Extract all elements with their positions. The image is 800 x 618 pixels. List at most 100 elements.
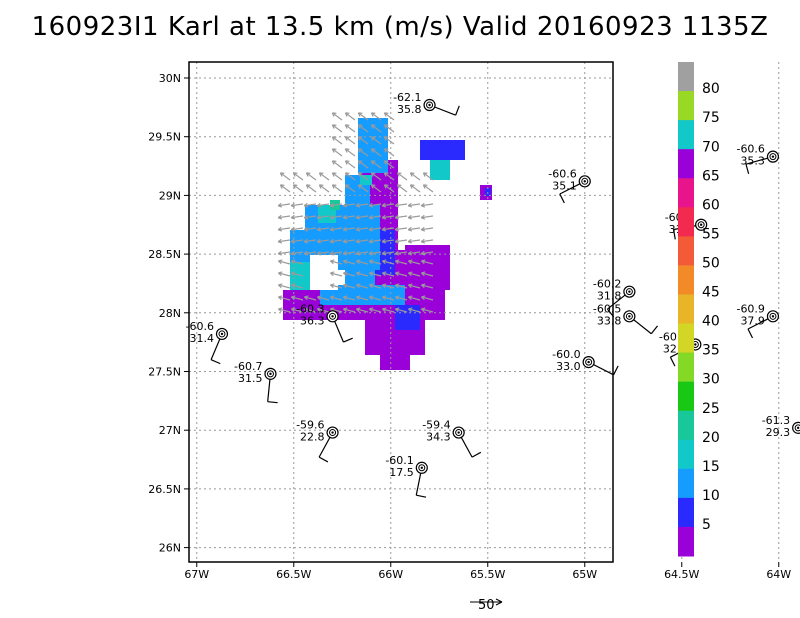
wind-vector-arrow-icon xyxy=(394,214,408,220)
wind-vector-arrow-icon xyxy=(368,271,382,277)
station-dewpoint: 33.0 xyxy=(556,360,581,373)
station-dewpoint: 31.8 xyxy=(597,290,622,303)
wind-vector-arrow-icon xyxy=(342,202,356,208)
wind-vector-arrow-icon xyxy=(422,184,434,193)
wind-vector-arrow-icon xyxy=(344,184,356,193)
wind-vector-arrow-icon xyxy=(394,283,408,289)
wind-vector-arrow-icon xyxy=(344,172,356,181)
wind-vector-arrow-icon xyxy=(316,214,330,220)
wind-vector-arrow-icon xyxy=(355,214,369,220)
wind-vector-arrow-icon xyxy=(316,202,330,208)
wind-vector-arrow-icon xyxy=(342,307,356,313)
wind-vector-arrow-icon xyxy=(394,202,408,208)
lat-tick-label: 28.5N xyxy=(148,248,181,261)
arrow-head-icon xyxy=(495,598,503,606)
wind-vector-arrow-icon xyxy=(368,283,382,289)
wind-vector-arrow-icon xyxy=(316,250,330,256)
wind-vector-arrow-icon xyxy=(409,184,421,193)
wind-vector-arrow-icon xyxy=(316,238,330,244)
wind-vector-arrow-icon xyxy=(344,124,356,133)
station-circle-icon xyxy=(582,356,595,369)
station-circle-icon xyxy=(623,285,636,298)
station-circle-icon xyxy=(766,310,780,323)
colorbar-label: 80 xyxy=(702,81,720,97)
station-dewpoint: 33.8 xyxy=(597,314,622,327)
wind-vector-arrow-icon xyxy=(318,172,330,181)
wind-vector-arrow-icon xyxy=(303,226,317,232)
plot-frame xyxy=(188,61,614,563)
wind-vector-arrow-icon xyxy=(357,172,369,181)
wind-vector-arrow-icon xyxy=(368,226,382,232)
station-plot: -59.434.3 xyxy=(422,419,482,458)
colorbar-swatch xyxy=(678,439,694,470)
station-dewpoint: 31.5 xyxy=(238,372,263,385)
wind-vector-arrow-icon xyxy=(383,172,395,181)
lat-tick-label: 27N xyxy=(159,424,181,437)
wind-vector-arrow-icon xyxy=(368,214,382,220)
colorbar-label: 70 xyxy=(702,139,720,155)
station-temp: -62.1 xyxy=(393,91,421,104)
wind-vector-arrow-icon xyxy=(331,184,343,193)
wind-vector-arrow-icon xyxy=(381,226,395,232)
wind-vector-arrow-icon xyxy=(277,226,291,232)
wind-vector-arrow-icon xyxy=(357,112,369,121)
map-title: 160923I1 Karl at 13.5 km (m/s) Valid 201… xyxy=(31,12,769,42)
wind-vector-arrow-icon xyxy=(331,112,343,121)
wind-vector-arrow-icon xyxy=(420,295,434,301)
wind-vector-arrow-icon xyxy=(396,172,408,181)
wind-vector-arrow-icon xyxy=(394,226,408,232)
wind-vector-arrow-icon xyxy=(331,148,343,157)
station-temp: -59.6 xyxy=(296,419,324,432)
grid-lines xyxy=(189,62,780,562)
wind-vector-arrow-icon xyxy=(420,202,434,208)
wind-vector-arrow-icon xyxy=(370,136,382,145)
wind-vector-arrow-icon xyxy=(329,226,343,232)
wind-vector-arrow-icon xyxy=(394,295,408,301)
wind-vector-arrow-icon xyxy=(329,214,343,220)
wind-vector-arrow-icon xyxy=(303,295,317,301)
station-plot: -60.631.4 xyxy=(186,320,229,365)
colorbar-swatch xyxy=(678,381,694,412)
station-circle-icon xyxy=(415,461,428,474)
wind-vector-arrow-icon xyxy=(344,148,356,157)
colorbar-label: 25 xyxy=(702,401,720,417)
station-temp: -60.6 xyxy=(186,320,214,333)
wind-vector-arrow-icon xyxy=(407,307,421,313)
lat-tick-label: 26.5N xyxy=(148,483,181,496)
station-plot: -59.622.8 xyxy=(296,419,339,463)
wind-vector-arrow-icon xyxy=(407,295,421,301)
colorbar-label: 40 xyxy=(702,314,720,330)
wind-speed-cell xyxy=(380,350,410,370)
station-dewpoint: 35.8 xyxy=(397,103,422,116)
wind-vector-arrow-icon xyxy=(420,307,434,313)
wind-vector-arrow-icon xyxy=(381,307,395,313)
colorbar-swatch xyxy=(678,91,694,121)
station-plot: -62.135.8 xyxy=(393,91,460,116)
wind-vector-arrow-icon xyxy=(381,214,395,220)
wind-vector-arrow-icon xyxy=(279,184,291,193)
station-plot: -60.731.5 xyxy=(234,360,278,404)
wind-vector-arrow-icon xyxy=(355,226,369,232)
wind-vector-arrow-icon xyxy=(381,202,395,208)
wind-vector-arrow-icon xyxy=(342,259,356,265)
station-circle-icon xyxy=(578,175,591,188)
wind-vector-arrow-icon xyxy=(381,271,395,277)
wind-vector-arrow-icon xyxy=(381,295,395,301)
station-circle-icon xyxy=(452,426,465,439)
wind-vector-arrow-icon xyxy=(357,124,369,133)
wind-vector-arrow-icon xyxy=(407,271,421,277)
colorbar-swatch xyxy=(678,526,694,557)
wind-vector-arrow-icon xyxy=(368,307,382,313)
wind-vector-arrow-icon xyxy=(420,250,434,256)
station-temp: -60.5 xyxy=(593,302,621,315)
wind-vector-arrow-icon xyxy=(344,136,356,145)
wind-vector-arrow-icon xyxy=(290,250,304,256)
wind-vector-arrow-icon xyxy=(329,271,343,277)
wind-vector-arrow-icon xyxy=(355,295,369,301)
wind-vector-arrow-icon xyxy=(370,124,382,133)
station-circle-icon xyxy=(423,98,436,112)
colorbar-swatch xyxy=(678,62,694,92)
wind-vector-arrow-icon xyxy=(355,250,369,256)
wind-vector-arrow-icon xyxy=(316,226,330,232)
